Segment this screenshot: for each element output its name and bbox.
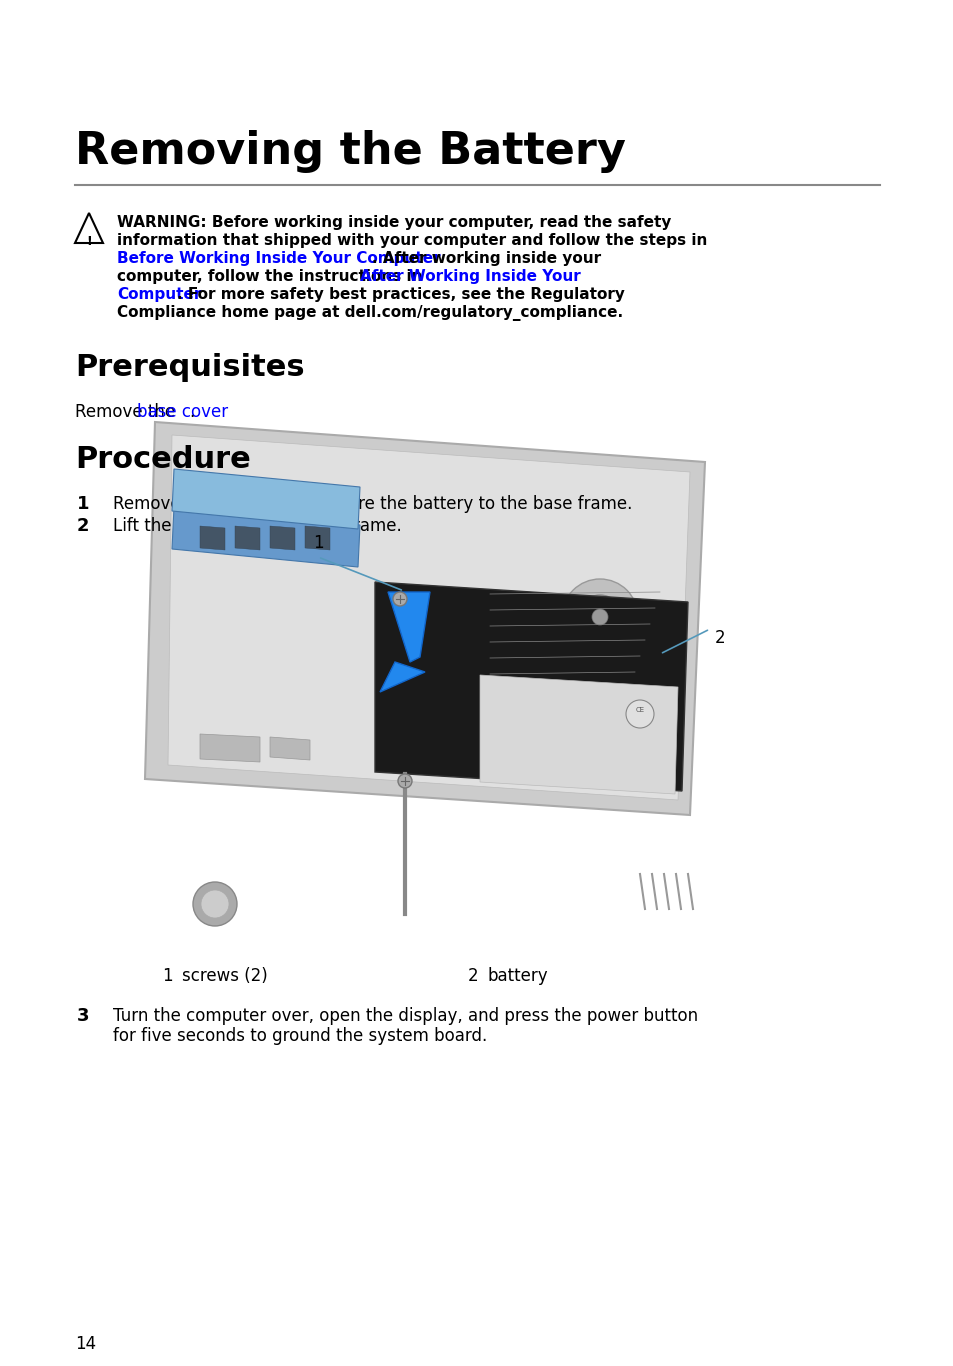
Text: Compliance home page at dell.com/regulatory_compliance.: Compliance home page at dell.com/regulat… (117, 305, 622, 321)
Text: 2: 2 (714, 628, 725, 647)
Polygon shape (305, 526, 330, 550)
Polygon shape (379, 663, 424, 693)
Polygon shape (172, 507, 359, 567)
Text: 1: 1 (77, 494, 90, 514)
Polygon shape (388, 591, 430, 663)
Text: information that shipped with your computer and follow the steps in: information that shipped with your compu… (117, 234, 706, 249)
Polygon shape (200, 526, 225, 550)
Text: CE: CE (635, 708, 644, 713)
Polygon shape (145, 422, 704, 816)
Polygon shape (439, 734, 475, 758)
Polygon shape (234, 526, 260, 550)
Text: 3: 3 (77, 1007, 90, 1024)
Text: Remove the: Remove the (75, 403, 180, 421)
Text: !: ! (86, 235, 91, 249)
Text: Procedure: Procedure (75, 445, 251, 474)
Text: 1: 1 (313, 534, 323, 552)
Polygon shape (168, 434, 689, 800)
Text: base cover: base cover (137, 403, 228, 421)
Text: 14: 14 (75, 1335, 96, 1352)
Polygon shape (172, 469, 359, 529)
Text: computer, follow the instructions in: computer, follow the instructions in (117, 269, 427, 284)
Polygon shape (200, 734, 260, 762)
Text: .: . (189, 403, 194, 421)
Text: battery: battery (488, 967, 548, 985)
Polygon shape (270, 738, 310, 759)
Text: 1: 1 (162, 967, 172, 985)
Text: Remove the screws that secure the battery to the base frame.: Remove the screws that secure the batter… (112, 494, 632, 514)
Circle shape (193, 882, 236, 926)
Text: Turn the computer over, open the display, and press the power button: Turn the computer over, open the display… (112, 1007, 698, 1024)
Text: 2: 2 (468, 967, 478, 985)
Text: After Working Inside Your: After Working Inside Your (359, 269, 580, 284)
Text: Before Working Inside Your Computer: Before Working Inside Your Computer (117, 251, 440, 266)
Text: Prerequisites: Prerequisites (75, 352, 304, 382)
Circle shape (561, 579, 638, 656)
Polygon shape (375, 582, 687, 791)
Circle shape (625, 699, 654, 728)
Circle shape (592, 609, 607, 626)
Text: Computer: Computer (117, 287, 201, 302)
Text: 2: 2 (77, 516, 90, 535)
Circle shape (578, 596, 621, 639)
Circle shape (397, 775, 412, 788)
Text: WARNING: Before working inside your computer, read the safety: WARNING: Before working inside your comp… (117, 214, 671, 229)
Text: . For more safety best practices, see the Regulatory: . For more safety best practices, see th… (177, 287, 624, 302)
Text: Removing the Battery: Removing the Battery (75, 130, 625, 173)
Polygon shape (270, 526, 294, 550)
Text: . After working inside your: . After working inside your (372, 251, 600, 266)
Circle shape (201, 891, 229, 918)
Text: Lift the battery off the base frame.: Lift the battery off the base frame. (112, 516, 401, 535)
Text: screws (2): screws (2) (182, 967, 268, 985)
Circle shape (393, 591, 407, 607)
Text: for five seconds to ground the system board.: for five seconds to ground the system bo… (112, 1027, 487, 1045)
Polygon shape (479, 675, 678, 794)
